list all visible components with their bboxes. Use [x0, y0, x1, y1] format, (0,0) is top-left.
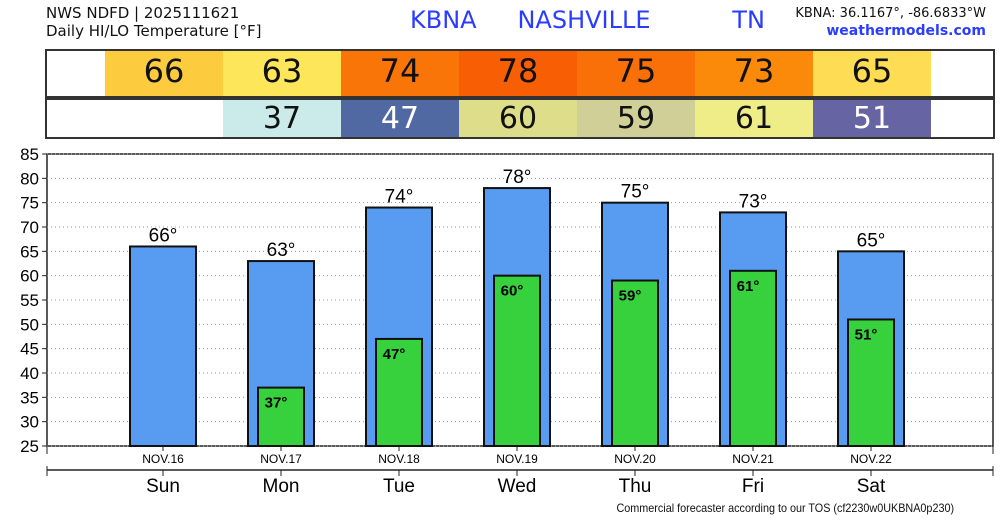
high-temp-cell: 66 — [105, 51, 223, 96]
y-tick-label: 60 — [20, 267, 39, 286]
coordinates: KBNA: 36.1167°, -86.6833°W — [795, 6, 986, 21]
low-label: 60° — [501, 283, 524, 300]
low-bar — [611, 279, 659, 447]
low-temp-cell: 61 — [695, 100, 813, 137]
y-tick-label: 40 — [20, 364, 39, 383]
high-bar — [129, 245, 197, 448]
low-bar — [729, 269, 777, 447]
low-temp-cell: 51 — [813, 100, 931, 137]
low-temp-row: 37 47 60 59 61 51 — [45, 98, 995, 139]
y-tick-label: 35 — [20, 388, 39, 407]
date-label: NOV.19 — [496, 452, 538, 466]
high-label: 73° — [739, 191, 768, 212]
high-temp-cell: 63 — [223, 51, 341, 96]
date-label: NOV.21 — [732, 452, 774, 466]
site-link[interactable]: weathermodels.com — [826, 23, 986, 39]
day-label: Wed — [498, 476, 537, 497]
date-label: NOV.20 — [614, 452, 656, 466]
day-label: Fri — [742, 476, 764, 497]
low-temp-cell: 59 — [577, 100, 695, 137]
high-temp-cell: 65 — [813, 51, 931, 96]
chart-source: NWS NDFD | 2025111621 — [46, 4, 240, 22]
day-label: Mon — [263, 476, 300, 497]
y-tick-label: 70 — [20, 218, 39, 237]
y-tick-label: 25 — [20, 437, 39, 456]
low-bar — [375, 337, 423, 447]
low-label: 37° — [265, 395, 288, 412]
high-label: 78° — [503, 167, 532, 188]
y-tick-label: 50 — [20, 315, 39, 334]
high-temp-cell: 75 — [577, 51, 695, 96]
day-label: Sun — [146, 476, 180, 497]
y-tick-label: 30 — [20, 413, 39, 432]
high-temp-cell: 74 — [341, 51, 459, 96]
station-title: KBNA NASHVILLE TN — [410, 6, 765, 34]
high-temp-cell: 78 — [459, 51, 577, 96]
low-label: 59° — [619, 288, 642, 305]
high-label: 65° — [857, 230, 886, 251]
low-label: 61° — [737, 278, 760, 295]
date-label: NOV.17 — [260, 452, 302, 466]
low-temp-cell: 37 — [223, 100, 341, 137]
date-label: NOV.22 — [850, 452, 892, 466]
high-temp-cell: 73 — [695, 51, 813, 96]
date-label: NOV.18 — [378, 452, 420, 466]
low-temp-cell: 47 — [341, 100, 459, 137]
date-label: NOV.16 — [142, 452, 184, 466]
day-label: Sat — [857, 476, 886, 497]
chart-title: Daily HI/LO Temperature [°F] — [46, 22, 262, 40]
y-tick-label: 85 — [20, 145, 39, 164]
low-bar — [493, 274, 541, 447]
y-tick-label: 55 — [20, 291, 39, 310]
y-tick-label: 75 — [20, 194, 39, 213]
day-label: Thu — [619, 476, 652, 497]
y-tick-label: 65 — [20, 242, 39, 261]
low-label: 51° — [855, 326, 878, 343]
temperature-chart: 25 30 35 40 45 50 55 60 65 70 75 80 85 66° NOV.16 Sun 63… — [20, 145, 994, 497]
footer-note: Commercial forecaster according to our T… — [616, 501, 954, 515]
high-label: 66° — [149, 225, 178, 246]
high-label: 63° — [267, 240, 296, 261]
high-label: 74° — [385, 187, 414, 208]
y-tick-label: 80 — [20, 169, 39, 188]
low-label: 47° — [383, 346, 406, 363]
low-temp-cell: 60 — [459, 100, 577, 137]
day-label: Tue — [383, 476, 415, 497]
y-tick-label: 45 — [20, 340, 39, 359]
high-temp-row: 66 63 74 78 75 73 65 — [45, 49, 995, 98]
high-label: 75° — [621, 182, 650, 203]
